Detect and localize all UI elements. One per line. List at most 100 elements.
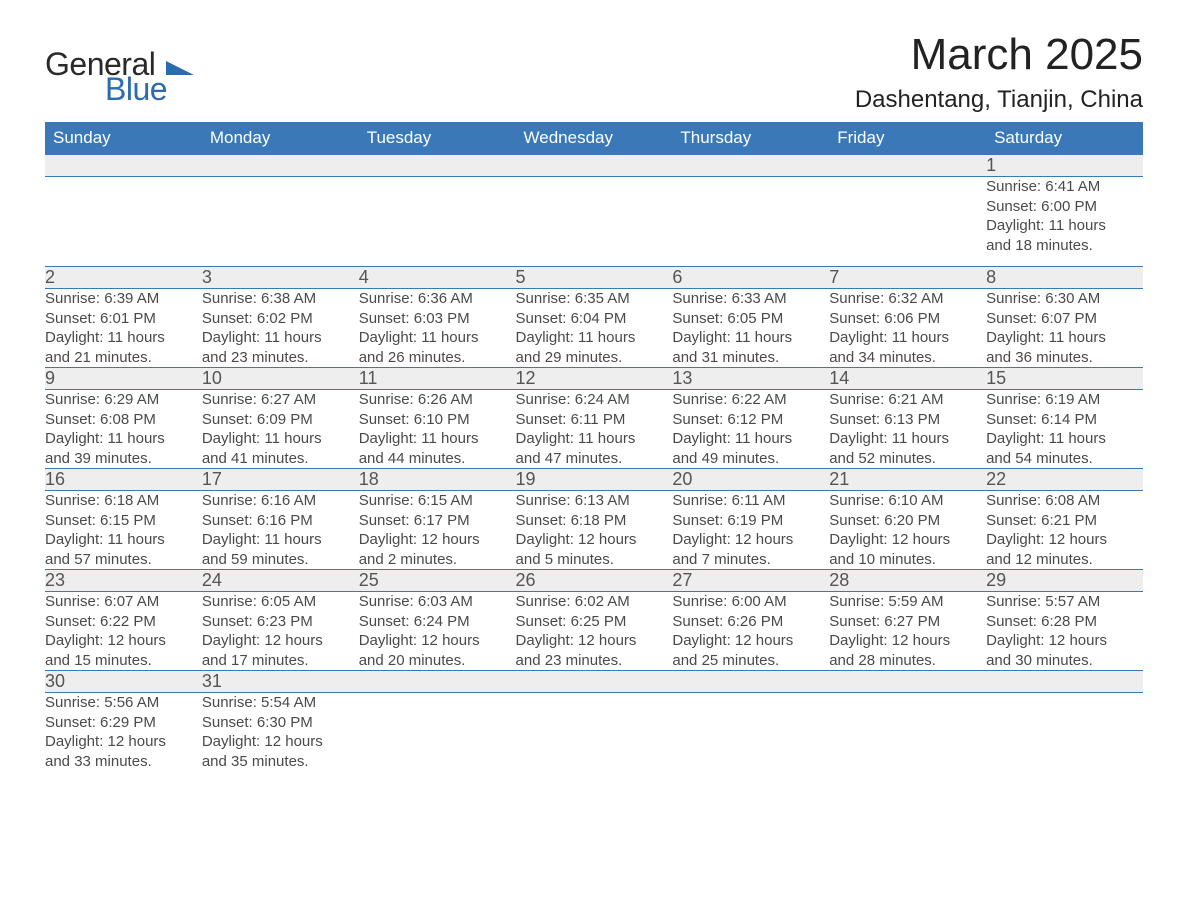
sunset-text: Sunset: 6:09 PM [202,410,359,430]
day-data-cell: Sunrise: 5:54 AMSunset: 6:30 PMDaylight:… [202,693,359,783]
calendar-table: SundayMondayTuesdayWednesdayThursdayFrid… [45,122,1143,783]
daylight-text: and 10 minutes. [829,550,986,570]
day-data-cell: Sunrise: 6:30 AMSunset: 6:07 PMDaylight:… [986,289,1143,368]
day-data-cell: Sunrise: 6:33 AMSunset: 6:05 PMDaylight:… [672,289,829,368]
day-data-cell [516,177,673,267]
day-data-cell: Sunrise: 6:05 AMSunset: 6:23 PMDaylight:… [202,592,359,671]
sunrise-text: Sunrise: 6:03 AM [359,592,516,612]
sunset-text: Sunset: 6:12 PM [672,410,829,430]
day-data-cell: Sunrise: 6:32 AMSunset: 6:06 PMDaylight:… [829,289,986,368]
day-data-cell: Sunrise: 6:02 AMSunset: 6:25 PMDaylight:… [516,592,673,671]
day-data-cell: Sunrise: 6:07 AMSunset: 6:22 PMDaylight:… [45,592,202,671]
page-header: General Blue March 2025 Dashentang, Tian… [45,30,1143,114]
day-number-cell [359,671,516,693]
day-number-cell: 9 [45,368,202,390]
day-number-cell: 12 [516,368,673,390]
sunrise-text: Sunrise: 6:26 AM [359,390,516,410]
day-number-cell: 26 [516,570,673,592]
daylight-text: and 52 minutes. [829,449,986,469]
week-data-row: Sunrise: 5:56 AMSunset: 6:29 PMDaylight:… [45,693,1143,783]
day-number-cell: 4 [359,267,516,289]
daylight-text: Daylight: 12 hours [359,530,516,550]
daylight-text: and 23 minutes. [516,651,673,671]
day-data-cell: Sunrise: 6:41 AMSunset: 6:00 PMDaylight:… [986,177,1143,267]
day-number-cell: 2 [45,267,202,289]
sunset-text: Sunset: 6:14 PM [986,410,1143,430]
daylight-text: and 57 minutes. [45,550,202,570]
daylight-text: and 29 minutes. [516,348,673,368]
daylight-text: Daylight: 11 hours [202,328,359,348]
day-data-cell [359,693,516,783]
day-number-cell: 8 [986,267,1143,289]
day-data-cell: Sunrise: 6:29 AMSunset: 6:08 PMDaylight:… [45,390,202,469]
sunrise-text: Sunrise: 6:38 AM [202,289,359,309]
day-data-cell: Sunrise: 6:22 AMSunset: 6:12 PMDaylight:… [672,390,829,469]
day-data-cell [829,693,986,783]
sunset-text: Sunset: 6:28 PM [986,612,1143,632]
daylight-text: Daylight: 12 hours [829,530,986,550]
day-data-cell: Sunrise: 6:36 AMSunset: 6:03 PMDaylight:… [359,289,516,368]
sunrise-text: Sunrise: 6:33 AM [672,289,829,309]
daylight-text: and 44 minutes. [359,449,516,469]
daylight-text: Daylight: 12 hours [986,530,1143,550]
day-data-cell: Sunrise: 6:13 AMSunset: 6:18 PMDaylight:… [516,491,673,570]
sunrise-text: Sunrise: 6:18 AM [45,491,202,511]
day-number-cell [516,155,673,177]
sunset-text: Sunset: 6:02 PM [202,309,359,329]
sunrise-text: Sunrise: 6:32 AM [829,289,986,309]
day-header: Sunday [45,122,202,155]
sunset-text: Sunset: 6:27 PM [829,612,986,632]
sunrise-text: Sunrise: 5:56 AM [45,693,202,713]
daylight-text: Daylight: 12 hours [45,631,202,651]
day-data-cell: Sunrise: 6:08 AMSunset: 6:21 PMDaylight:… [986,491,1143,570]
sunrise-text: Sunrise: 6:27 AM [202,390,359,410]
daylight-text: and 59 minutes. [202,550,359,570]
daylight-text: Daylight: 11 hours [202,530,359,550]
sunset-text: Sunset: 6:29 PM [45,713,202,733]
daylight-text: Daylight: 11 hours [672,429,829,449]
sunset-text: Sunset: 6:26 PM [672,612,829,632]
daylight-text: Daylight: 12 hours [516,631,673,651]
brand-logo: General Blue [45,30,194,104]
sunset-text: Sunset: 6:05 PM [672,309,829,329]
sunrise-text: Sunrise: 6:41 AM [986,177,1143,197]
daylight-text: and 35 minutes. [202,752,359,772]
sunset-text: Sunset: 6:03 PM [359,309,516,329]
daylight-text: and 30 minutes. [986,651,1143,671]
daylight-text: Daylight: 11 hours [986,429,1143,449]
sunrise-text: Sunrise: 6:08 AM [986,491,1143,511]
week-data-row: Sunrise: 6:07 AMSunset: 6:22 PMDaylight:… [45,592,1143,671]
day-number-cell: 1 [986,155,1143,177]
day-data-cell [516,693,673,783]
day-number-cell [359,155,516,177]
daylight-text: and 17 minutes. [202,651,359,671]
sunset-text: Sunset: 6:30 PM [202,713,359,733]
day-number-cell: 7 [829,267,986,289]
day-number-cell: 29 [986,570,1143,592]
week-data-row: Sunrise: 6:18 AMSunset: 6:15 PMDaylight:… [45,491,1143,570]
day-number-cell: 24 [202,570,359,592]
daylight-text: Daylight: 11 hours [516,429,673,449]
week-data-row: Sunrise: 6:39 AMSunset: 6:01 PMDaylight:… [45,289,1143,368]
day-number-cell: 27 [672,570,829,592]
day-data-cell: Sunrise: 6:21 AMSunset: 6:13 PMDaylight:… [829,390,986,469]
day-number-cell: 14 [829,368,986,390]
daylight-text: and 18 minutes. [986,236,1143,256]
sunrise-text: Sunrise: 6:07 AM [45,592,202,612]
daylight-text: Daylight: 12 hours [672,530,829,550]
sunset-text: Sunset: 6:08 PM [45,410,202,430]
calendar-header-row: SundayMondayTuesdayWednesdayThursdayFrid… [45,122,1143,155]
day-data-cell [672,177,829,267]
daylight-text: and 5 minutes. [516,550,673,570]
sunrise-text: Sunrise: 6:39 AM [45,289,202,309]
week-daynum-row: 3031 [45,671,1143,693]
sunrise-text: Sunrise: 6:21 AM [829,390,986,410]
day-number-cell: 22 [986,469,1143,491]
sunset-text: Sunset: 6:20 PM [829,511,986,531]
daylight-text: and 2 minutes. [359,550,516,570]
sunrise-text: Sunrise: 6:02 AM [516,592,673,612]
day-data-cell: Sunrise: 6:27 AMSunset: 6:09 PMDaylight:… [202,390,359,469]
sunrise-text: Sunrise: 5:59 AM [829,592,986,612]
day-data-cell: Sunrise: 6:39 AMSunset: 6:01 PMDaylight:… [45,289,202,368]
daylight-text: Daylight: 11 hours [672,328,829,348]
